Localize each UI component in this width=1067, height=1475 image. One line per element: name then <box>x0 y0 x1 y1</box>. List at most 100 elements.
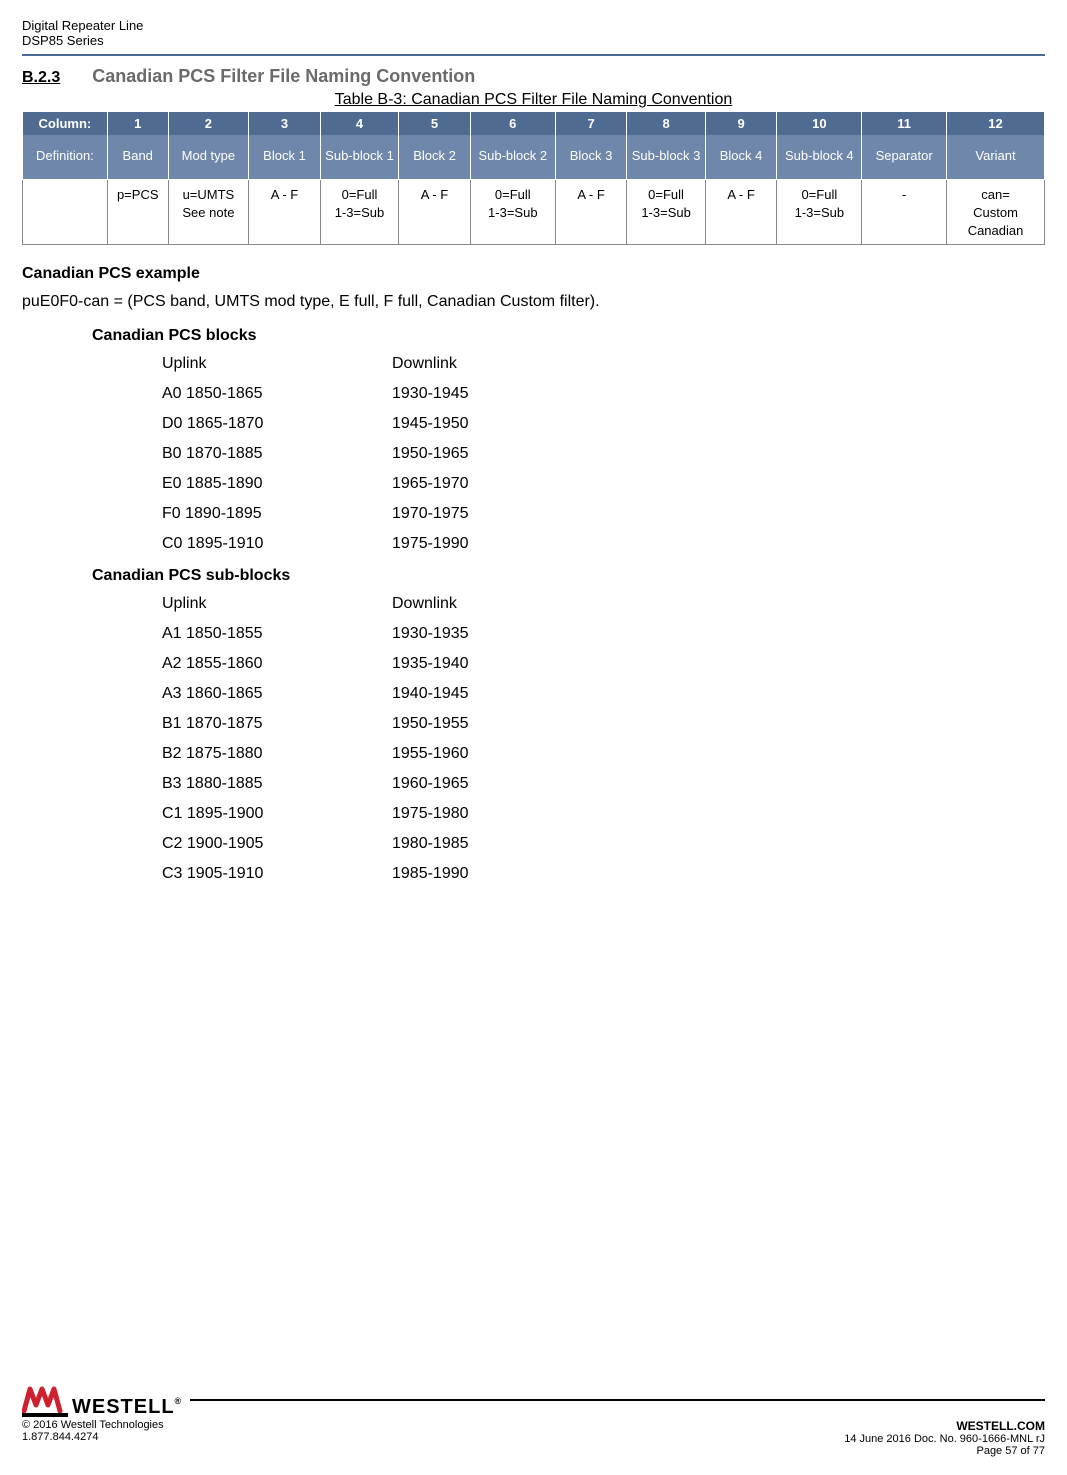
freq-downlink: 1930-1935 <box>392 625 469 643</box>
freq-row: E0 1885-18901965-1970 <box>162 475 1045 493</box>
table-value-cell: A - F <box>555 179 627 245</box>
freq-downlink: 1965-1970 <box>392 475 469 493</box>
freq-row: D0 1865-18701945-1950 <box>162 415 1045 433</box>
table-col-num: 11 <box>862 112 947 136</box>
table-def-label: Definition: <box>23 135 108 179</box>
freq-uplink: C2 1900-1905 <box>162 835 392 853</box>
freq-row: C2 1900-19051980-1985 <box>162 835 1045 853</box>
freq-downlink: 1970-1975 <box>392 505 469 523</box>
freq-downlink: 1980-1985 <box>392 835 469 853</box>
freq-downlink: 1950-1965 <box>392 445 469 463</box>
blocks-heading: Canadian PCS blocks <box>92 327 1045 345</box>
table-value-cell <box>23 179 108 245</box>
freq-uplink: B1 1870-1875 <box>162 715 392 733</box>
subblocks-heading: Canadian PCS sub-blocks <box>92 567 1045 585</box>
freq-downlink: 1955-1960 <box>392 745 469 763</box>
freq-row: F0 1890-18951970-1975 <box>162 505 1045 523</box>
freq-downlink: 1975-1990 <box>392 535 469 553</box>
table-value-cell: p=PCS <box>107 179 168 245</box>
logo-text: WESTELL® <box>72 1397 182 1417</box>
table-def-cell: Block 4 <box>705 135 777 179</box>
section-number: B.2.3 <box>22 69 60 87</box>
freq-uplink: A3 1860-1865 <box>162 685 392 703</box>
table-value-cell: A - F <box>399 179 471 245</box>
table-col-num: 2 <box>168 112 248 136</box>
freq-uplink: B0 1870-1885 <box>162 445 392 463</box>
table-value-row: p=PCS u=UMTSSee note A - F 0=Full1-3=Sub… <box>23 179 1045 245</box>
table-value-cell: - <box>862 179 947 245</box>
blocks-header-row: Uplink Downlink <box>162 355 1045 373</box>
table-value-cell: 0=Full1-3=Sub <box>320 179 398 245</box>
table-def-cell: Mod type <box>168 135 248 179</box>
freq-row: A1 1850-18551930-1935 <box>162 625 1045 643</box>
example-heading: Canadian PCS example <box>22 265 1045 283</box>
table-def-cell: Band <box>107 135 168 179</box>
freq-uplink: B2 1875-1880 <box>162 745 392 763</box>
freq-row: B2 1875-18801955-1960 <box>162 745 1045 763</box>
downlink-label: Downlink <box>392 355 457 373</box>
freq-row: C0 1895-19101975-1990 <box>162 535 1045 553</box>
footer-site: WESTELL.COM <box>844 1419 1045 1433</box>
table-col-num: 1 <box>107 112 168 136</box>
downlink-label: Downlink <box>392 595 457 613</box>
freq-uplink: A1 1850-1855 <box>162 625 392 643</box>
header-rule <box>22 54 1045 56</box>
table-caption: Table B-3: Canadian PCS Filter File Nami… <box>22 91 1045 109</box>
table-value-cell: 0=Full1-3=Sub <box>627 179 705 245</box>
table-value-cell: u=UMTSSee note <box>168 179 248 245</box>
freq-downlink: 1945-1950 <box>392 415 469 433</box>
table-def-cell: Variant <box>947 135 1045 179</box>
table-header-row: Column: 1 2 3 4 5 6 7 8 9 10 11 12 <box>23 112 1045 136</box>
table-def-cell: Sub-block 4 <box>777 135 862 179</box>
doc-header-line2: DSP85 Series <box>22 33 1045 48</box>
table-def-cell: Sub-block 2 <box>470 135 555 179</box>
freq-uplink: C0 1895-1910 <box>162 535 392 553</box>
doc-header-line1: Digital Repeater Line <box>22 18 1045 33</box>
freq-downlink: 1950-1955 <box>392 715 469 733</box>
table-value-cell: A - F <box>249 179 321 245</box>
table-def-cell: Sub-block 3 <box>627 135 705 179</box>
freq-uplink: B3 1880-1885 <box>162 775 392 793</box>
freq-downlink: 1960-1965 <box>392 775 469 793</box>
table-col-num: 4 <box>320 112 398 136</box>
table-def-cell: Block 2 <box>399 135 471 179</box>
table-head-label: Column: <box>23 112 108 136</box>
blocks-table: Uplink Downlink A0 1850-18651930-1945D0 … <box>162 355 1045 553</box>
freq-row: B1 1870-18751950-1955 <box>162 715 1045 733</box>
freq-downlink: 1935-1940 <box>392 655 469 673</box>
section-title: Canadian PCS Filter File Naming Conventi… <box>92 66 475 87</box>
table-value-cell: 0=Full1-3=Sub <box>777 179 862 245</box>
table-def-cell: Sub-block 1 <box>320 135 398 179</box>
freq-row: A2 1855-18601935-1940 <box>162 655 1045 673</box>
table-col-num: 12 <box>947 112 1045 136</box>
freq-row: B0 1870-18851950-1965 <box>162 445 1045 463</box>
freq-downlink: 1930-1945 <box>392 385 469 403</box>
footer-rule-line <box>190 1399 1045 1401</box>
freq-uplink: C1 1895-1900 <box>162 805 392 823</box>
table-def-cell: Separator <box>862 135 947 179</box>
freq-uplink: A0 1850-1865 <box>162 385 392 403</box>
table-definition-row: Definition: Band Mod type Block 1 Sub-bl… <box>23 135 1045 179</box>
freq-uplink: A2 1855-1860 <box>162 655 392 673</box>
footer-phone: 1.877.844.4274 <box>22 1431 164 1443</box>
example-line: puE0F0-can = (PCS band, UMTS mod type, E… <box>22 293 1045 311</box>
section-heading: B.2.3 Canadian PCS Filter File Naming Co… <box>22 66 1045 87</box>
table-col-num: 8 <box>627 112 705 136</box>
table-col-num: 7 <box>555 112 627 136</box>
footer-page: Page 57 of 77 <box>844 1445 1045 1457</box>
table-value-cell: can=CustomCanadian <box>947 179 1045 245</box>
table-def-cell: Block 3 <box>555 135 627 179</box>
freq-row: C1 1895-19001975-1980 <box>162 805 1045 823</box>
uplink-label: Uplink <box>162 595 392 613</box>
footer-copyright: © 2016 Westell Technologies <box>22 1419 164 1431</box>
freq-downlink: 1940-1945 <box>392 685 469 703</box>
uplink-label: Uplink <box>162 355 392 373</box>
table-col-num: 6 <box>470 112 555 136</box>
footer-docinfo: 14 June 2016 Doc. No. 960-1666-MNL rJ <box>844 1433 1045 1445</box>
table-col-num: 9 <box>705 112 777 136</box>
table-col-num: 10 <box>777 112 862 136</box>
freq-downlink: 1985-1990 <box>392 865 469 883</box>
freq-row: B3 1880-18851960-1965 <box>162 775 1045 793</box>
freq-uplink: D0 1865-1870 <box>162 415 392 433</box>
table-col-num: 5 <box>399 112 471 136</box>
